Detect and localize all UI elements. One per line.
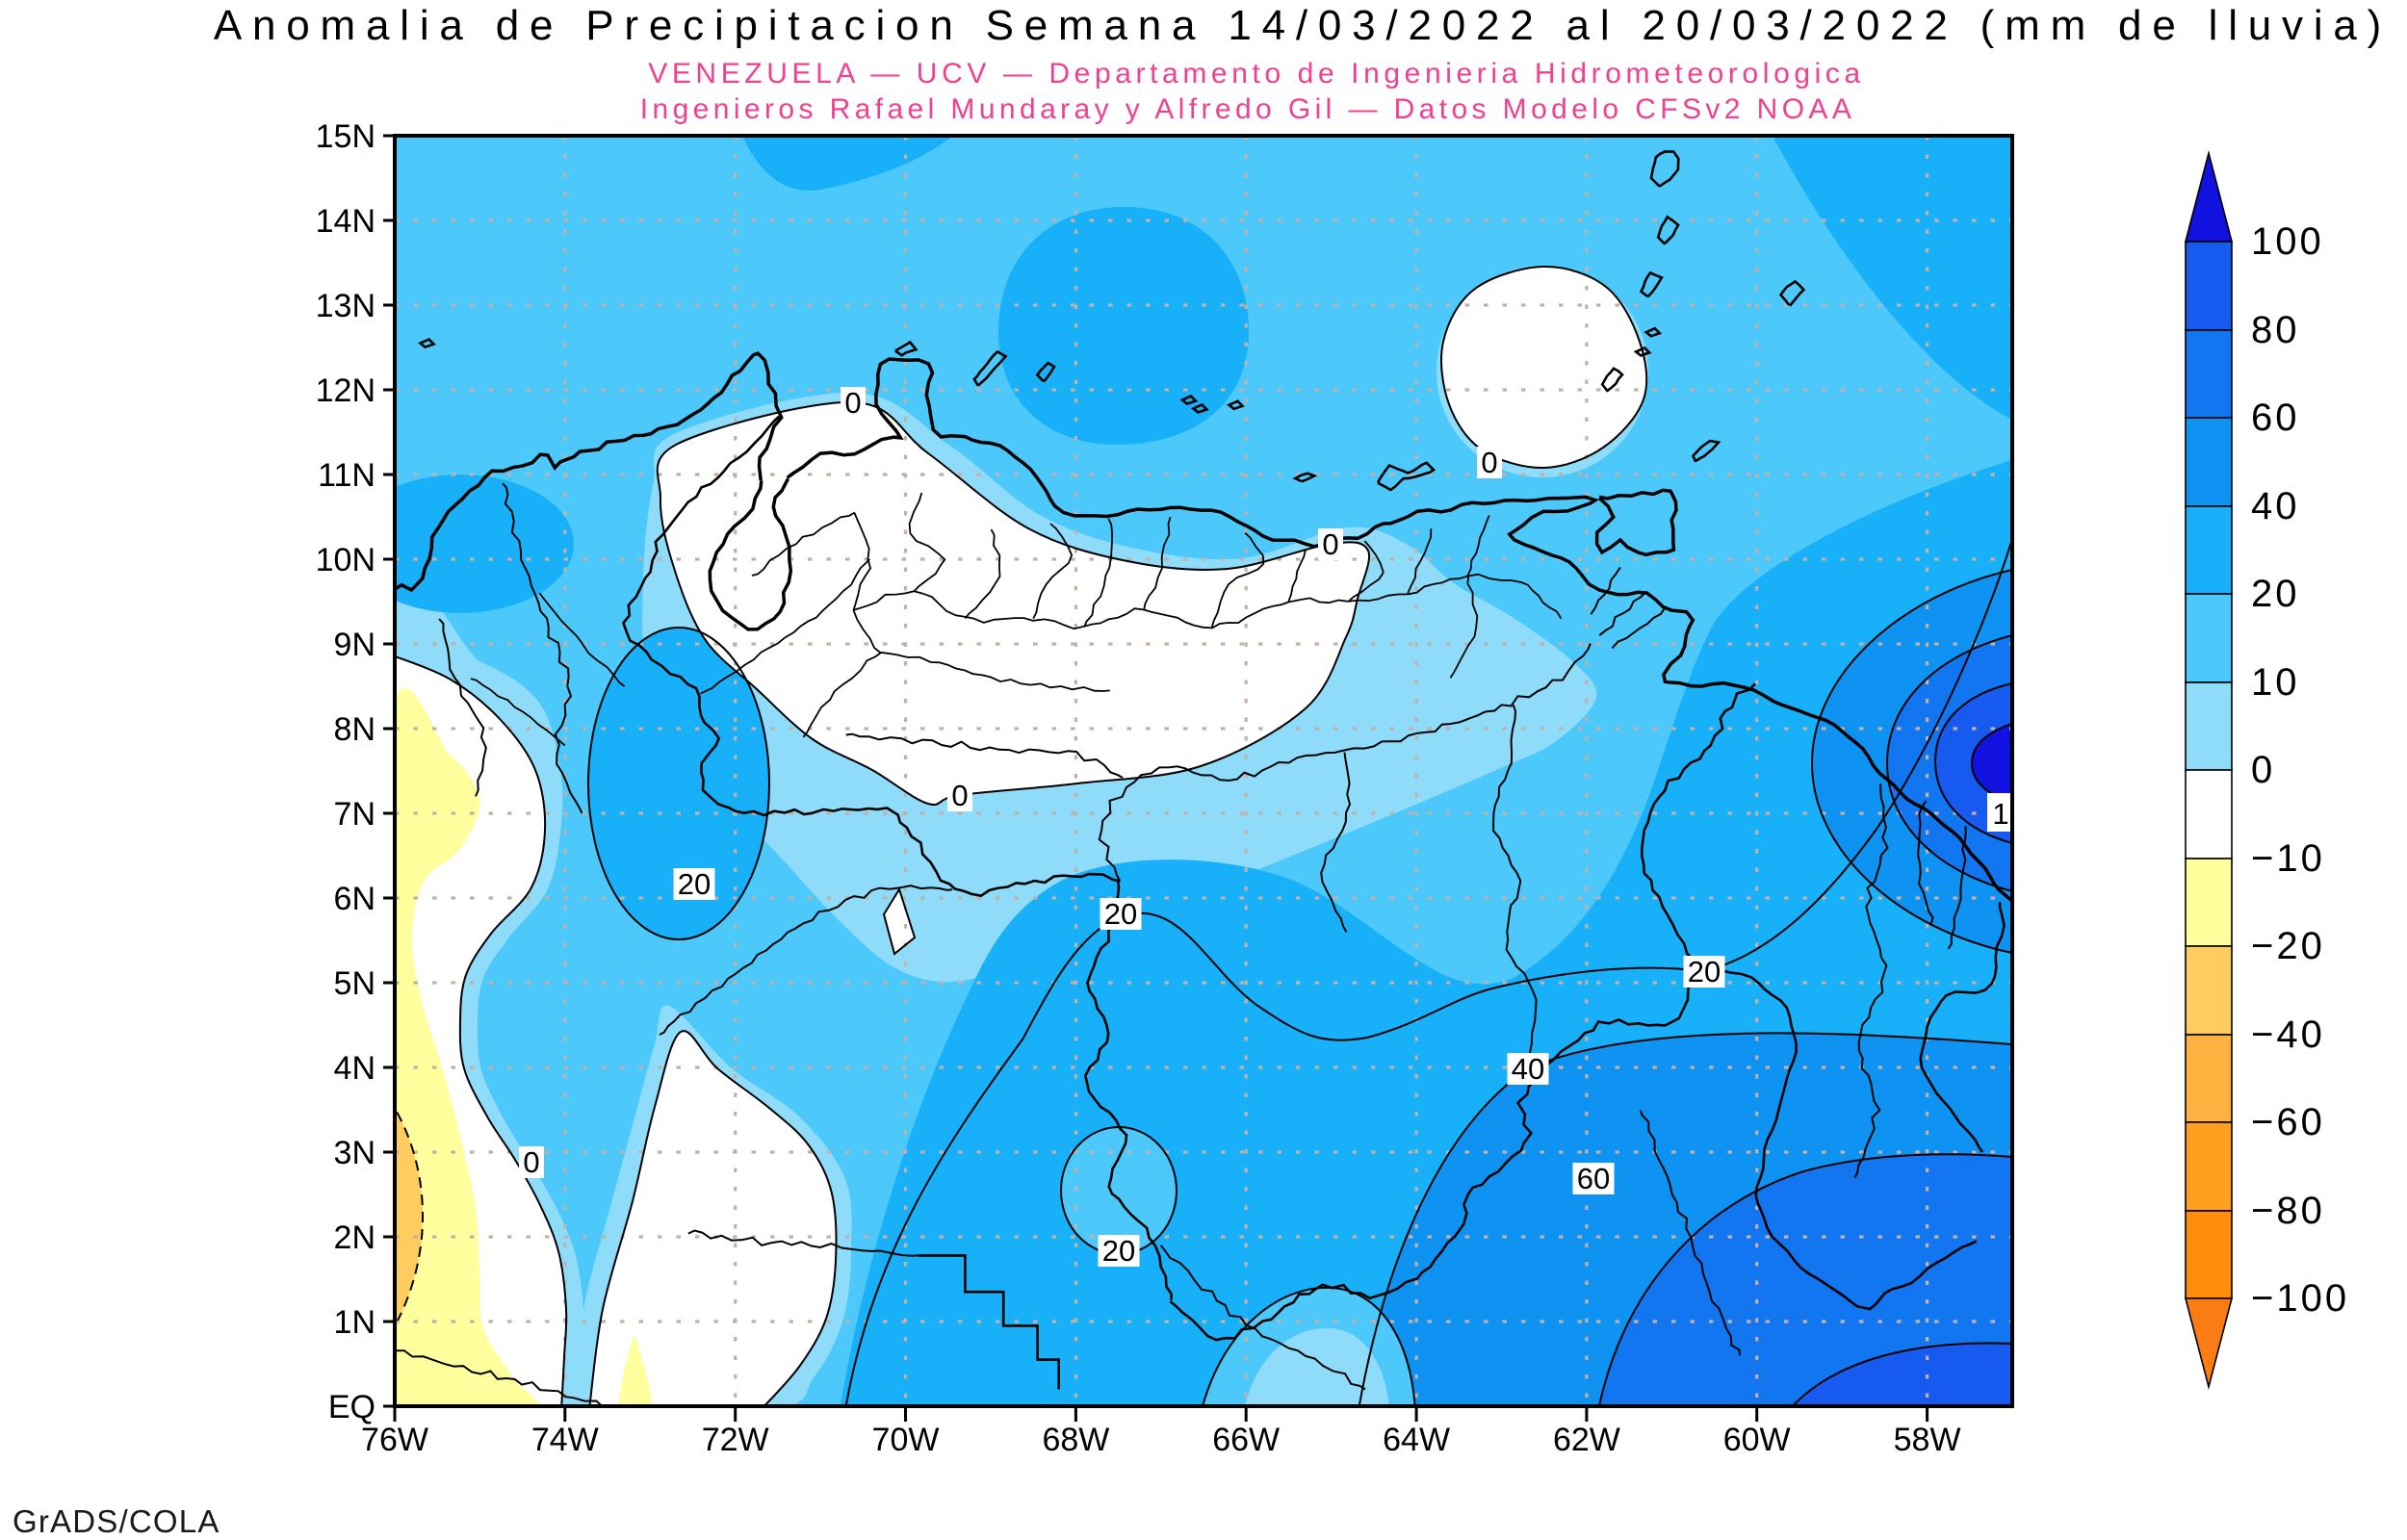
svg-text:66W: 66W (1212, 1422, 1280, 1458)
svg-text:20: 20 (2251, 573, 2300, 615)
svg-text:−100: −100 (2251, 1277, 2349, 1320)
svg-text:1: 1 (1992, 797, 2008, 831)
svg-text:−60: −60 (2251, 1101, 2325, 1143)
svg-text:100: 100 (2251, 220, 2324, 263)
svg-text:−10: −10 (2251, 837, 2325, 880)
svg-text:40: 40 (2251, 485, 2300, 527)
svg-text:0: 0 (951, 779, 968, 812)
svg-text:15N: 15N (316, 118, 375, 155)
svg-text:14N: 14N (316, 203, 375, 240)
svg-text:70W: 70W (872, 1422, 940, 1458)
svg-text:VENEZUELA — UCV — Departamento: VENEZUELA — UCV — Departamento de Ingeni… (648, 58, 1865, 90)
svg-text:3N: 3N (334, 1135, 375, 1171)
svg-text:13N: 13N (316, 288, 375, 324)
svg-text:1N: 1N (334, 1304, 375, 1341)
svg-text:20: 20 (1688, 955, 1721, 988)
svg-text:58W: 58W (1894, 1422, 1961, 1458)
svg-text:64W: 64W (1383, 1422, 1450, 1458)
svg-text:10: 10 (2251, 661, 2300, 704)
svg-text:7N: 7N (334, 796, 375, 833)
svg-text:0: 0 (1481, 446, 1497, 479)
svg-text:8N: 8N (334, 711, 375, 748)
svg-text:4N: 4N (334, 1050, 375, 1087)
svg-text:0: 0 (1322, 527, 1338, 561)
svg-text:60W: 60W (1723, 1422, 1791, 1458)
svg-text:62W: 62W (1553, 1422, 1620, 1458)
svg-text:−20: −20 (2251, 925, 2325, 967)
svg-text:74W: 74W (531, 1422, 599, 1458)
svg-text:0: 0 (844, 386, 861, 420)
svg-text:0: 0 (2251, 749, 2275, 791)
svg-text:−80: −80 (2251, 1190, 2325, 1232)
svg-text:−40: −40 (2251, 1014, 2325, 1056)
svg-text:Anomalia de Precipitacion Sema: Anomalia de Precipitacion Semana 14/03/2… (214, 2, 2392, 49)
svg-text:5N: 5N (334, 965, 375, 1002)
svg-text:40: 40 (1512, 1052, 1544, 1086)
svg-text:Ingenieros Rafael Mundaray y A: Ingenieros Rafael Mundaray y Alfredo Gil… (640, 93, 1856, 125)
svg-text:GrADS/COLA: GrADS/COLA (13, 1503, 220, 1539)
svg-text:20: 20 (1104, 897, 1137, 931)
svg-text:11N: 11N (318, 457, 375, 494)
svg-text:12N: 12N (316, 372, 375, 409)
svg-text:60: 60 (2251, 397, 2300, 439)
svg-text:72W: 72W (702, 1422, 769, 1458)
svg-text:6N: 6N (334, 881, 375, 917)
svg-text:20: 20 (678, 867, 711, 901)
svg-text:0: 0 (523, 1145, 539, 1179)
svg-text:EQ: EQ (328, 1389, 375, 1425)
svg-text:2N: 2N (334, 1219, 375, 1256)
svg-text:10N: 10N (316, 542, 375, 578)
svg-text:76W: 76W (361, 1422, 428, 1458)
svg-text:80: 80 (2251, 309, 2300, 351)
svg-text:9N: 9N (334, 627, 375, 663)
svg-text:20: 20 (1102, 1234, 1135, 1268)
svg-text:60: 60 (1577, 1162, 1610, 1195)
svg-text:68W: 68W (1042, 1422, 1109, 1458)
